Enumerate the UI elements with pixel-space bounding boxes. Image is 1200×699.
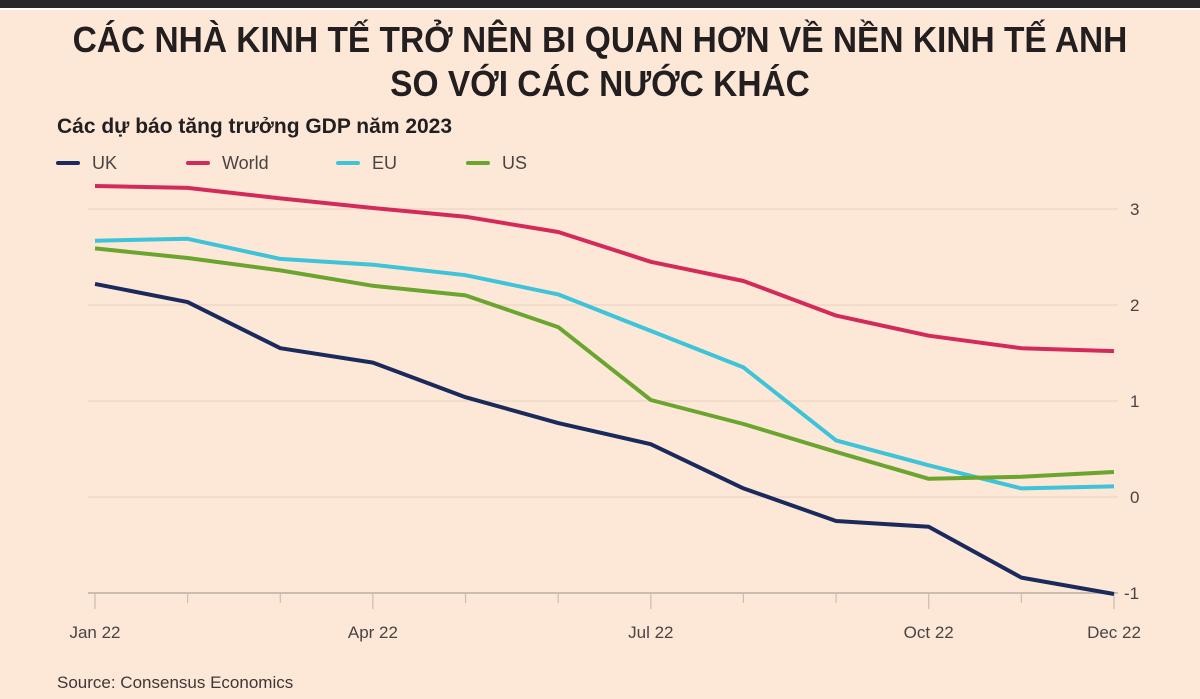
legend-swatch-world	[186, 161, 210, 165]
gridlines	[88, 208, 1118, 594]
x-tick-label: Jan 22	[69, 623, 120, 642]
series-line-world	[94, 184, 1115, 354]
y-tick-label: 3	[1130, 200, 1139, 219]
y-tick-label: 0	[1130, 488, 1139, 507]
chart-title: CÁC NHÀ KINH TẾ TRỞ NÊN BI QUAN HƠN VỀ N…	[42, 18, 1158, 106]
top-bar	[0, 0, 1200, 8]
y-tick-label: 1	[1130, 392, 1139, 411]
chart-title-line2: SO VỚI CÁC NƯỚC KHÁC	[390, 63, 810, 104]
legend-label-uk: UK	[92, 152, 118, 173]
y-axis: 3 2 1 0 -1	[1124, 200, 1139, 603]
legend-label-us: US	[502, 152, 528, 173]
legend-label-world: World	[222, 152, 269, 173]
series-line-uk	[94, 281, 1115, 596]
legend-item-eu: EU	[336, 153, 466, 174]
legend-item-world: World	[186, 153, 336, 174]
x-tick-label: Apr 22	[348, 623, 398, 642]
top-bar-divider	[0, 8, 1200, 10]
legend-swatch-us	[466, 161, 490, 165]
source-note: Source: Consensus Economics	[57, 673, 294, 692]
legend-swatch-uk	[56, 161, 80, 165]
y-tick-label: 2	[1130, 296, 1139, 315]
chart-title-line1: CÁC NHÀ KINH TẾ TRỞ NÊN BI QUAN HƠN VỀ N…	[72, 19, 1128, 60]
legend-item-us: US	[466, 153, 527, 174]
series-line-eu	[94, 236, 1115, 491]
series-lines	[94, 184, 1115, 596]
legend: UK World EU US	[56, 150, 527, 176]
legend-swatch-eu	[336, 161, 360, 165]
legend-item-uk: UK	[56, 153, 186, 174]
legend-label-eu: EU	[372, 152, 398, 173]
x-axis: Jan 22 Apr 22 Jul 22 Oct 22 Dec 22	[69, 593, 1141, 642]
x-tick-label: Oct 22	[904, 623, 954, 642]
y-tick-label: -1	[1124, 584, 1139, 603]
x-tick-label: Dec 22	[1087, 623, 1141, 642]
chart-subtitle: Các dự báo tăng trưởng GDP năm 2023	[57, 115, 453, 138]
series-line-us	[94, 246, 1115, 481]
x-tick-label: Jul 22	[628, 623, 673, 642]
